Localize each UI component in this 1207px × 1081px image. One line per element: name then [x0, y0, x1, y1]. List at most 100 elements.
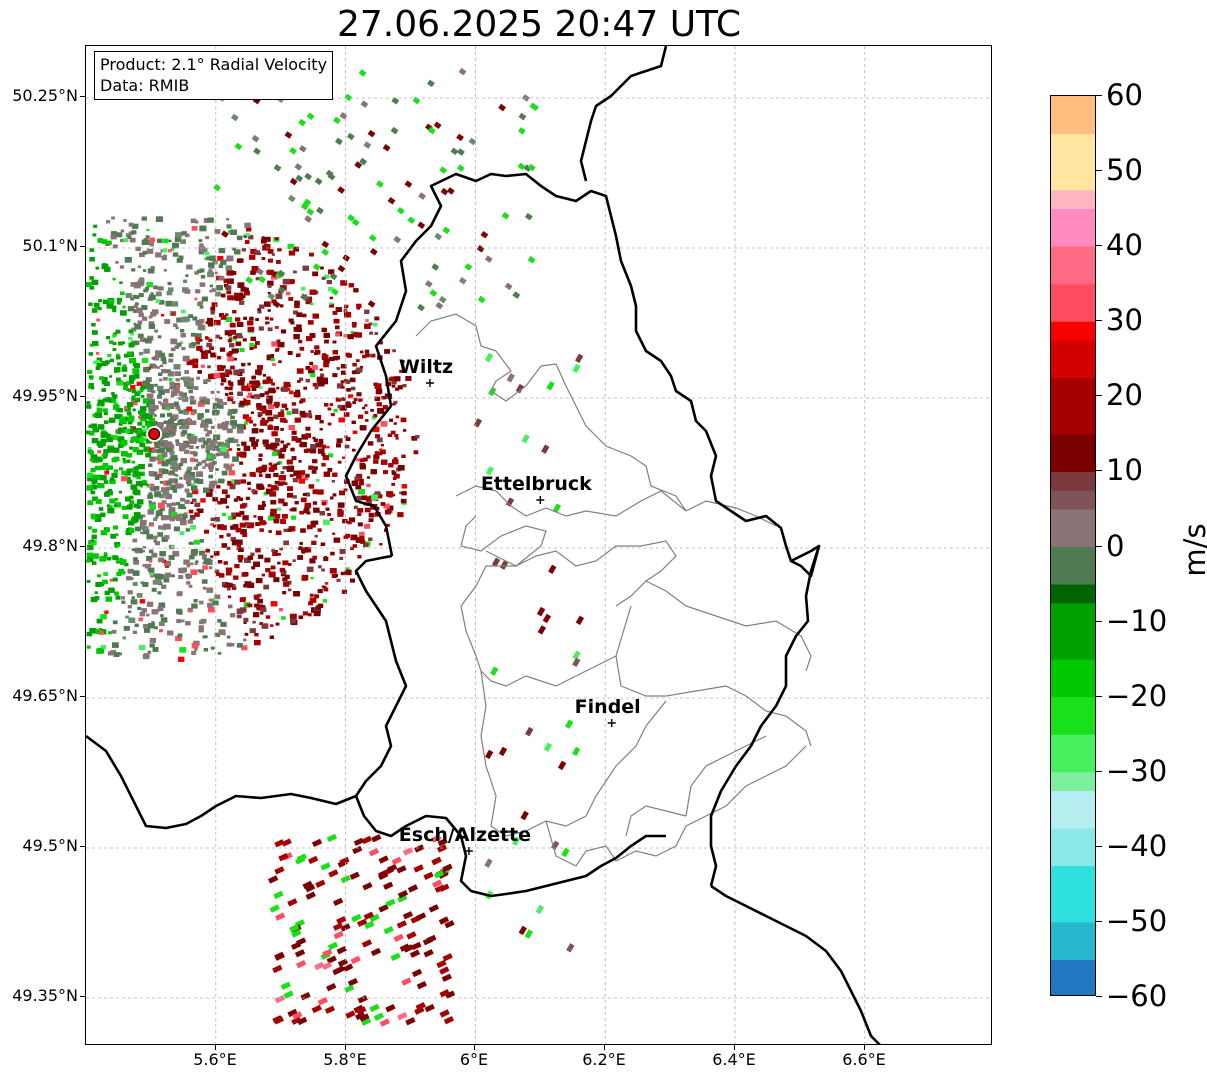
radar-echo-cell [344, 569, 352, 576]
colorbar-swatch [1051, 884, 1095, 904]
radar-echo-cell [185, 528, 190, 532]
radar-echo-cell [201, 296, 208, 302]
canton-border [685, 500, 777, 527]
radar-echo-cell [291, 507, 297, 512]
radar-echo-cell [279, 285, 287, 291]
radar-echo-cell [93, 302, 100, 308]
radar-echo-cell [287, 486, 293, 491]
radar-echo-cell [98, 443, 103, 448]
radar-echo-cell [263, 244, 271, 250]
radar-echo-cell [131, 596, 135, 599]
radar-echo-cell [131, 548, 136, 552]
radar-echo-cell [245, 416, 252, 422]
radar-echo-cell [126, 459, 131, 463]
radar-echo-cell [279, 304, 284, 308]
radar-echo-cell [193, 453, 198, 457]
radar-echo-cell [161, 500, 167, 505]
radar-echo-cell [95, 514, 101, 519]
radar-echo-cell [259, 486, 263, 489]
radar-echo-cell [188, 389, 193, 394]
radar-echo-cell [235, 333, 242, 339]
radar-echo-cell [250, 248, 257, 254]
radar-echo-cell [267, 280, 274, 286]
radar-echo-cell [403, 944, 414, 953]
radar-echo-cell [305, 299, 312, 305]
radar-echo-cell [302, 611, 308, 616]
radar-echo-cell [104, 492, 110, 497]
radar-echo-cell [295, 856, 306, 865]
colorbar-tick-mark [1096, 545, 1102, 547]
radar-echo-cell [158, 390, 165, 395]
radar-echo-cell [230, 463, 234, 467]
radar-echo-cell [197, 461, 203, 466]
radar-echo-cell [171, 428, 177, 433]
map-panel[interactable]: Wiltz Ettelbruck Findel Esch/Alzette [85, 45, 992, 1045]
radar-echo-cell [334, 573, 338, 577]
radar-echo-cell [372, 426, 380, 433]
radar-echo-cell [321, 452, 326, 457]
radar-echo-cell [155, 515, 159, 519]
radar-echo-cell [230, 365, 235, 370]
radar-site-marker[interactable] [148, 428, 161, 440]
radar-echo-cell [263, 443, 268, 448]
radar-echo-cell [109, 505, 113, 509]
radar-echo-cell [183, 376, 190, 383]
radar-echo-cell [212, 454, 217, 458]
radar-echo-cell [179, 462, 184, 466]
radar-echo-cell [272, 964, 283, 974]
radar-echo-cell [249, 380, 255, 385]
radar-echo-cell [178, 397, 182, 400]
radar-echo-cell [383, 926, 394, 935]
radar-echo-cell [186, 264, 193, 270]
radar-echo-cell [266, 302, 271, 306]
radar-echo-cell [277, 269, 286, 278]
radar-echo-cell [329, 356, 335, 361]
radar-echo-cell [202, 635, 207, 639]
radar-echo-cell [157, 532, 164, 537]
radar-echo-cell [198, 625, 204, 630]
radar-echo-cell [142, 514, 146, 518]
radar-echo-cell [193, 599, 198, 603]
lon-tick-mark [734, 1045, 735, 1050]
radar-echo-cell [380, 502, 386, 506]
radar-echo-cell [329, 403, 333, 406]
radar-echo-cell [258, 386, 263, 389]
radar-echo-cell [95, 456, 102, 463]
radar-echo-cell [88, 386, 92, 389]
radar-echo-cell [271, 274, 278, 280]
radar-echo-cell [148, 410, 155, 415]
radar-echo-cell [198, 250, 205, 255]
radar-echo-cell [365, 319, 369, 322]
radar-echo-cell [572, 363, 581, 374]
radar-echo-cell [491, 557, 501, 567]
colorbar-swatch [1051, 358, 1095, 379]
radar-echo-cell [121, 341, 125, 345]
radar-echo-cell [243, 445, 251, 451]
radar-echo-cell [265, 488, 273, 494]
radar-echo-cell [337, 460, 342, 464]
radar-echo-cell [268, 387, 276, 394]
radar-echo-cell [134, 623, 139, 627]
radar-echo-cell [433, 121, 442, 130]
radar-echo-cell [129, 446, 134, 450]
radar-echo-cell [145, 452, 151, 458]
radar-echo-cell [324, 339, 329, 344]
radar-echo-cell [175, 483, 182, 489]
radar-echo-cell [104, 470, 110, 475]
radar-echo-cell [261, 257, 266, 260]
radar-echo-cell [194, 297, 198, 301]
radar-echo-cell [351, 331, 359, 337]
radar-echo-cell [100, 512, 106, 517]
radar-echo-cell [360, 350, 364, 354]
radar-echo-cell [375, 434, 380, 439]
radar-echo-cell [280, 519, 286, 524]
radar-echo-cell [343, 412, 350, 417]
radar-echo-cell [484, 352, 494, 363]
radar-echo-cell [128, 352, 132, 356]
radar-echo-cell [557, 760, 567, 771]
radar-echo-cell [178, 503, 185, 509]
radar-echo-cell [127, 479, 133, 484]
radar-echo-cell [113, 504, 117, 508]
radar-echo-cell [152, 420, 158, 425]
